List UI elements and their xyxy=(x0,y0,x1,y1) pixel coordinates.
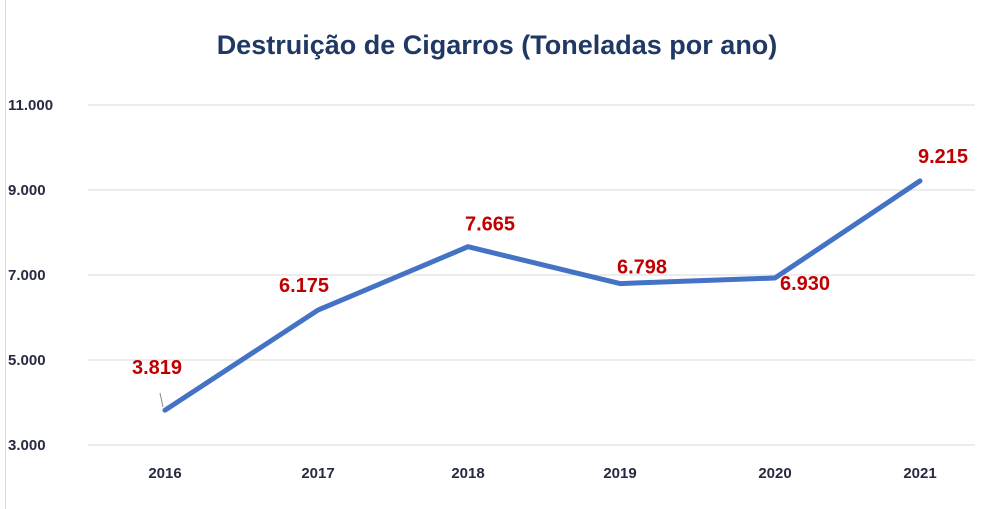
chart-title: Destruição de Cigarros (Toneladas por an… xyxy=(217,30,778,60)
data-label: 6.930 xyxy=(780,273,830,295)
y-tick-label: 11.000 xyxy=(8,97,53,114)
x-tick-label: 2016 xyxy=(148,465,181,482)
data-label: 3.819 xyxy=(132,357,182,379)
y-tick-label: 3.000 xyxy=(8,437,46,454)
data-label: 7.665 xyxy=(465,214,515,236)
data-line xyxy=(162,178,923,413)
leader-line xyxy=(159,392,164,408)
x-tick-label: 2017 xyxy=(301,465,334,482)
y-tick-label: 9.000 xyxy=(8,182,46,199)
x-tick-label: 2020 xyxy=(758,465,791,482)
data-label: 6.798 xyxy=(617,257,667,279)
y-tick-label: 5.000 xyxy=(8,352,46,369)
x-tick-label: 2018 xyxy=(451,465,484,482)
x-tick-label: 2021 xyxy=(903,465,936,482)
data-label: 6.175 xyxy=(279,275,329,297)
chart-frame xyxy=(5,0,987,509)
x-tick-label: 2019 xyxy=(603,465,636,482)
y-tick-label: 7.000 xyxy=(8,267,46,284)
data-label: 9.215 xyxy=(918,146,968,168)
